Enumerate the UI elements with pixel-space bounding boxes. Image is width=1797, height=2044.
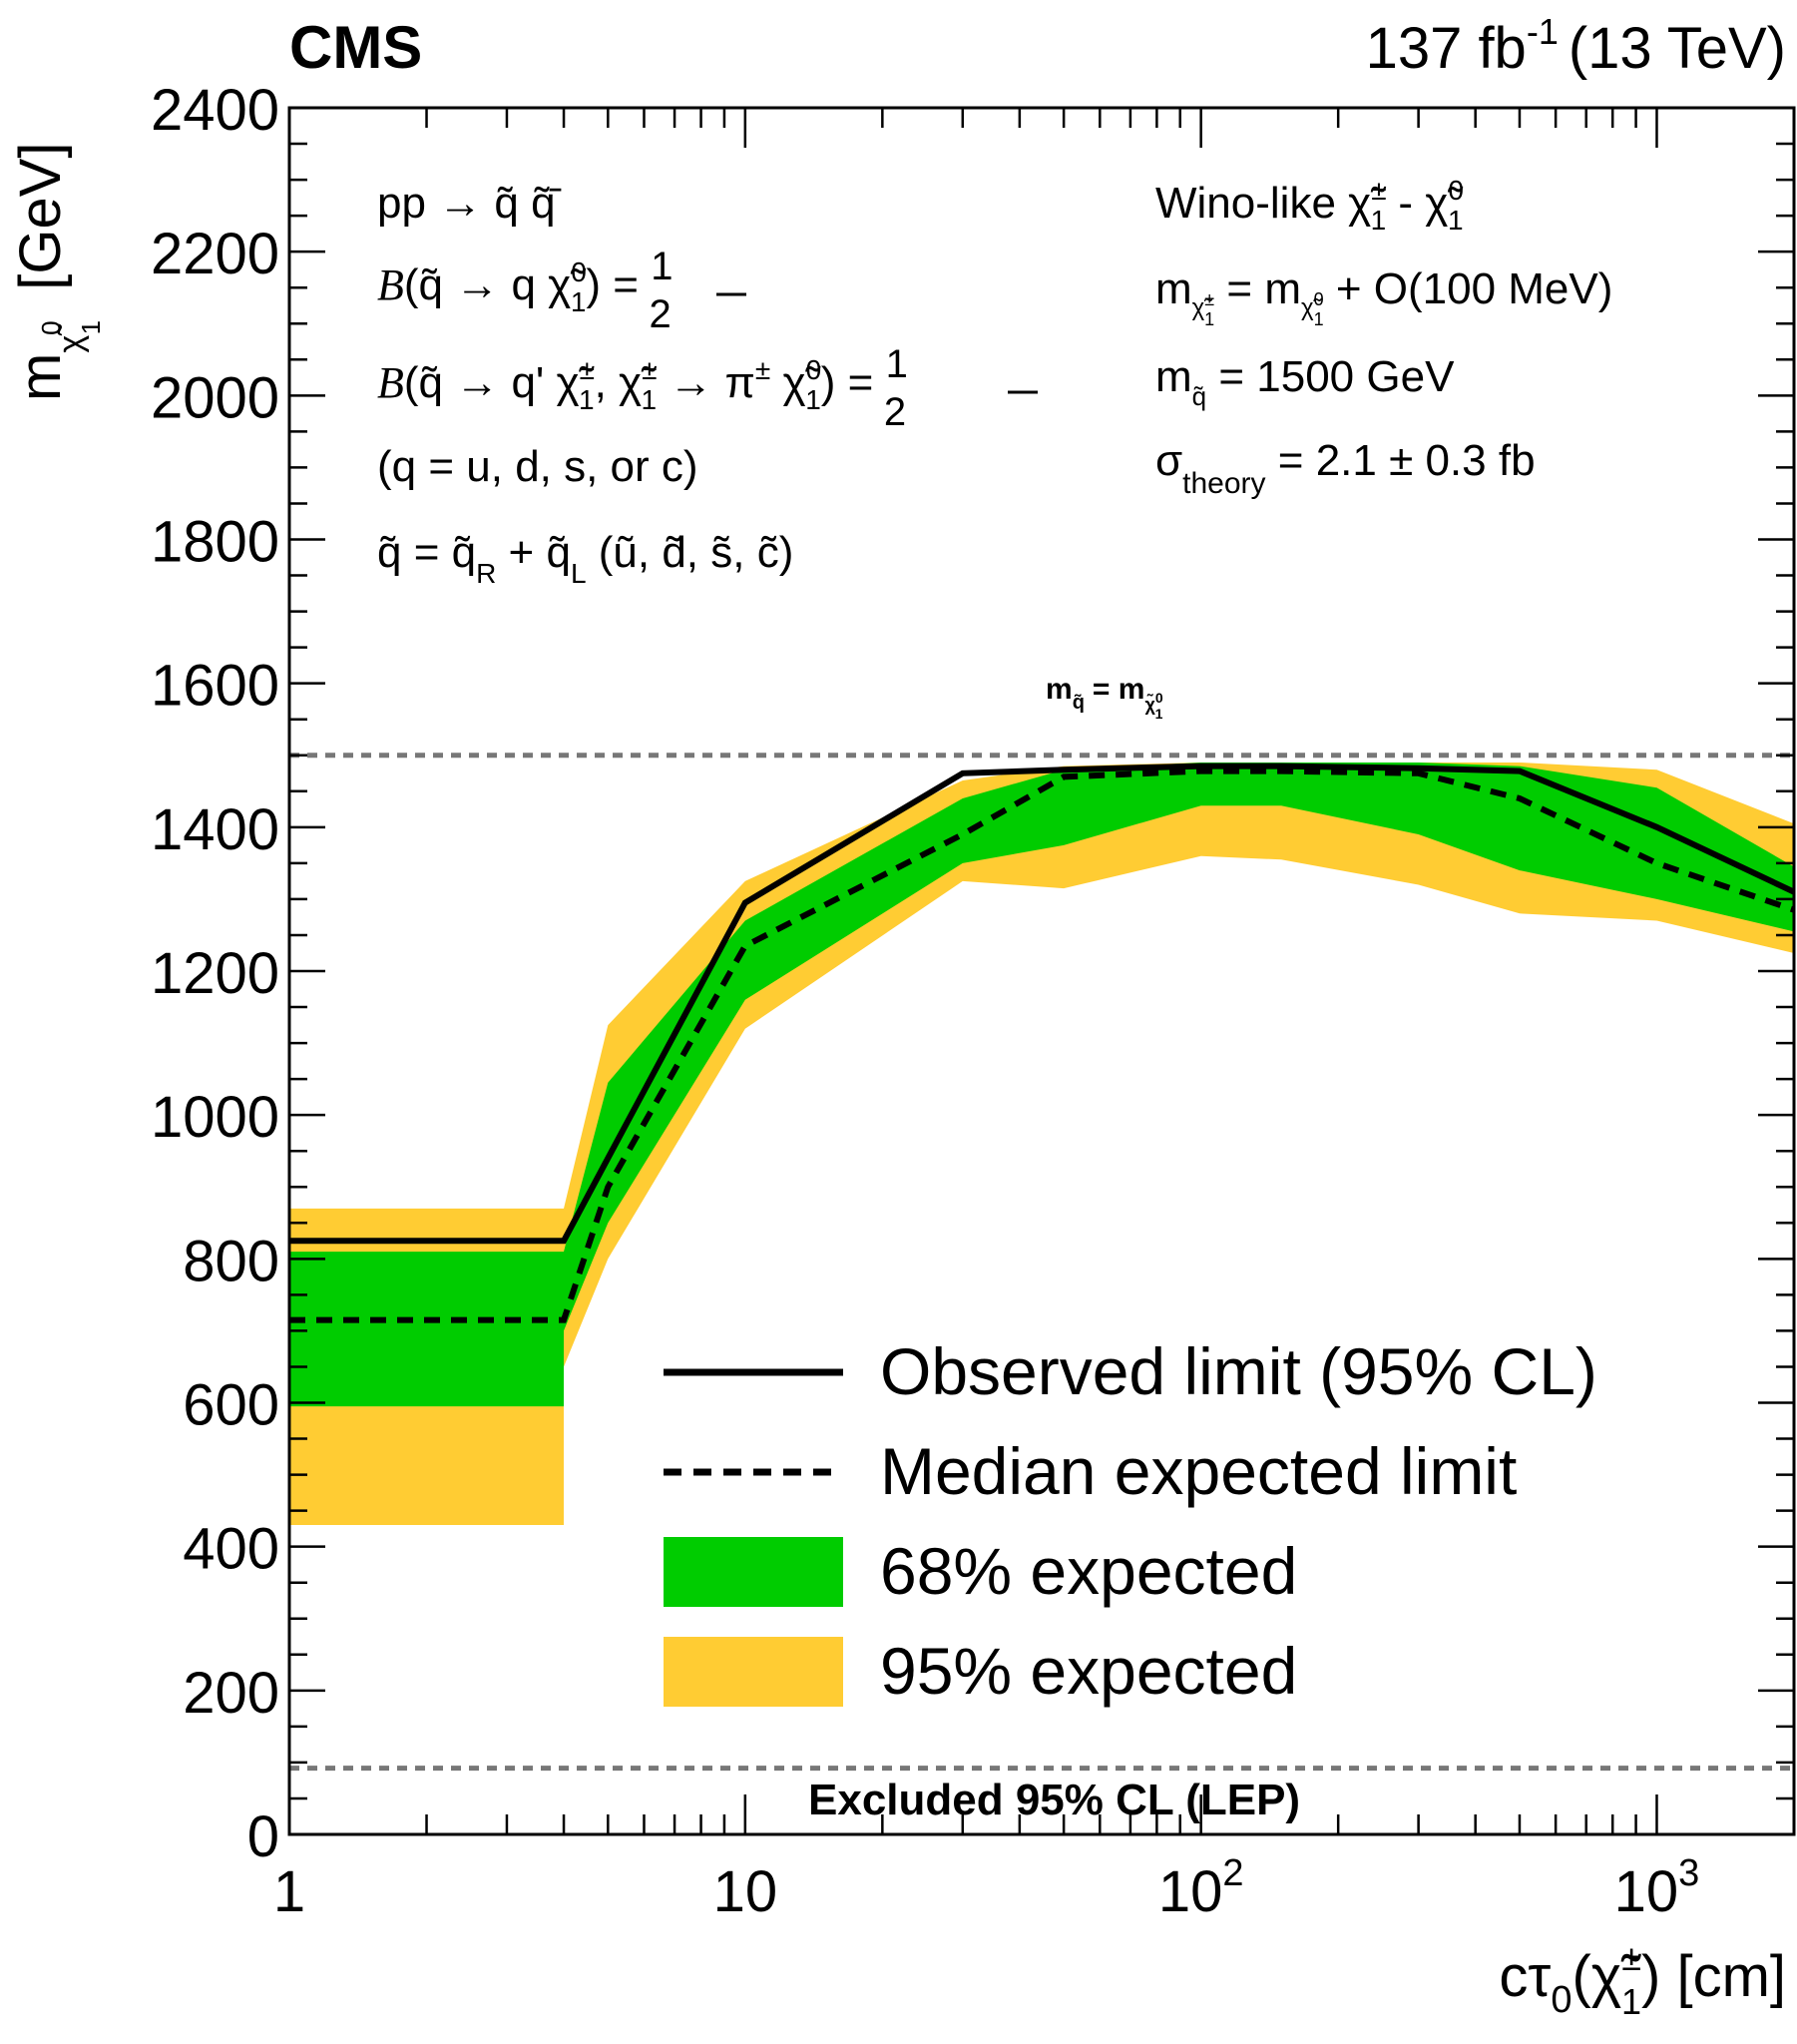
mass-splitting: mχ̃± 1 = mχ̃0 1 + O(100 MeV): [1155, 264, 1612, 329]
cross-section: σtheory = 2.1 ± 0.3 fb: [1155, 436, 1536, 500]
x-tick-label: 1: [273, 1859, 305, 1924]
tick-labels: 0 200 400 600 800 1000 1200 1400 1600 1800 2000 220…: [151, 78, 1699, 1924]
legend-expected-label: Median expected limit: [880, 1434, 1517, 1508]
legend-95-swatch: [664, 1637, 843, 1707]
y-tick-label: 2000: [151, 365, 279, 430]
x-tick-label: 102: [1158, 1852, 1244, 1924]
legend-68-label: 68% expected: [880, 1534, 1297, 1608]
y-tick-label: 400: [183, 1517, 279, 1582]
legend-observed-label: Observed limit (95% CL): [880, 1334, 1597, 1408]
y-tick-label: 1800: [151, 510, 279, 575]
process-line: pp → q̃ q̃̄: [377, 179, 562, 228]
y-tick-label: 2400: [151, 78, 279, 143]
luminosity-label: 137 fb-1 (13 TeV): [1366, 11, 1786, 81]
plot-frame: [287, 106, 1796, 1836]
y-axis-title: mχ̃0 1 [GeV]: [8, 142, 106, 401]
model-annotation: Wino-like χ̃± 1 - χ̃0 1 mχ̃± 1 = mχ̃0 1 + O(…: [1155, 175, 1612, 500]
legend: Observed limit (95% CL) Median expected …: [664, 1334, 1597, 1708]
legend-95-label: 95% expected: [880, 1634, 1297, 1708]
wino-label: Wino-like χ̃± 1 - χ̃0 1: [1155, 175, 1464, 236]
x-tick-label: 10: [713, 1859, 778, 1924]
lep-excluded-label: Excluded 95% CL (LEP): [808, 1776, 1300, 1824]
band-68: [289, 763, 1794, 1407]
y-tick-label: 0: [247, 1804, 279, 1869]
y-tick-label: 2200: [151, 222, 279, 286]
squark-mass-line-label: mq̃ = mχ̃0 1: [1046, 673, 1163, 722]
y-tick-label: 200: [183, 1661, 279, 1726]
y-tick-label: 800: [183, 1229, 279, 1293]
x-tick-label: 103: [1614, 1852, 1700, 1924]
limit-curves: [289, 763, 1796, 1323]
quark-flavours: (q = u, d, s, or c): [377, 442, 698, 491]
uncertainty-bands: [289, 763, 1794, 1525]
squark-composition: q̃ = q̃R + q̃L (ũ, d̃, s̃, c̃): [377, 528, 793, 589]
y-tick-label: 1200: [151, 941, 279, 1006]
y-tick-label: 1000: [151, 1085, 279, 1150]
x-axis-title: cτ0(χ̃± 1) [cm]: [1499, 1937, 1786, 2022]
y-tick-label: 1400: [151, 797, 279, 862]
experiment-label: CMS: [289, 14, 422, 81]
observed-limit-line: [289, 763, 1796, 1245]
y-tick-label: 1600: [151, 654, 279, 719]
y-tick-label: 600: [183, 1373, 279, 1438]
squark-mass: mq̃ = 1500 GeV: [1155, 352, 1455, 411]
legend-68-swatch: [664, 1537, 843, 1607]
expected-limit-line: [289, 767, 1795, 1323]
